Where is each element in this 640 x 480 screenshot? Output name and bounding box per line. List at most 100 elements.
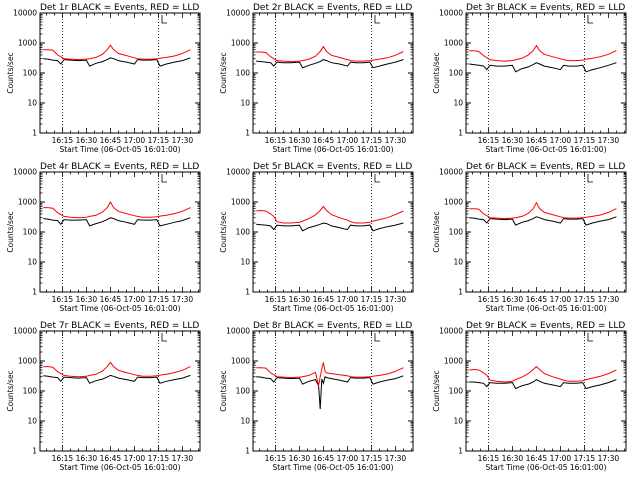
y-tick-label: 10000 — [226, 168, 250, 177]
y-tick-label: 100 — [449, 69, 464, 78]
series-line-lld — [256, 362, 404, 386]
y-tick-label: 1000 — [18, 39, 37, 48]
x-tick-label: 17:15 — [361, 295, 383, 304]
x-tick-label: 16:30 — [289, 136, 311, 145]
x-tick-label: 17:15 — [361, 454, 383, 463]
x-tick-label: 16:45 — [526, 454, 548, 463]
x-tick-label: 17:00 — [337, 136, 359, 145]
y-tick-label: 10 — [27, 99, 37, 108]
y-tick-label: 10000 — [13, 168, 37, 177]
series-line-lld — [43, 44, 191, 61]
x-tick-label: 16:45 — [526, 136, 548, 145]
x-tick-label: 16:30 — [76, 454, 98, 463]
x-tick-label: 17:00 — [124, 295, 146, 304]
y-tick-label: 100 — [23, 387, 38, 396]
y-tick-label: 100 — [449, 387, 464, 396]
y-tick-label: 10 — [240, 258, 250, 267]
y-tick-label: 100 — [23, 69, 38, 78]
y-tick-label: 10 — [240, 99, 250, 108]
y-axis-label: Counts/sec — [219, 52, 228, 93]
y-tick-label: 100 — [236, 69, 251, 78]
x-tick-label: 17:00 — [550, 295, 572, 304]
chart-title: Det 4r BLACK = Events, RED = LLD — [40, 162, 199, 172]
chart-title: Det 1r BLACK = Events, RED = LLD — [40, 3, 199, 13]
series-line-events — [469, 216, 617, 226]
series-line-events — [256, 375, 404, 410]
x-axis-label: Start Time (06-Oct-05 16:01:00) — [485, 145, 606, 154]
time-bracket-marker — [587, 333, 593, 342]
x-axis-label: Start Time (06-Oct-05 16:01:00) — [272, 304, 393, 313]
y-axis-label: Counts/sec — [6, 370, 15, 411]
series-line-events — [43, 57, 191, 67]
y-tick-label: 1000 — [231, 357, 250, 366]
y-tick-label: 100 — [449, 228, 464, 237]
x-tick-label: 16:15 — [265, 136, 287, 145]
chart-panel: Det 1r BLACK = Events, RED = LLD 1 10 100 10… — [6, 3, 201, 154]
chart-title: Det 7r BLACK = Events, RED = LLD — [40, 321, 199, 331]
x-tick-label: 16:45 — [313, 136, 335, 145]
x-tick-label: 17:00 — [124, 454, 146, 463]
y-tick-label: 10 — [27, 258, 37, 267]
x-tick-label: 16:15 — [52, 295, 74, 304]
chart-title: Det 8r BLACK = Events, RED = LLD — [253, 321, 412, 331]
x-tick-label: 16:45 — [313, 454, 335, 463]
x-tick-label: 17:30 — [172, 295, 194, 304]
y-axis-label: Counts/sec — [432, 370, 441, 411]
y-tick-label: 1 — [458, 447, 463, 456]
y-tick-label: 1 — [245, 129, 250, 138]
series-line-events — [43, 374, 191, 384]
y-tick-label: 1 — [245, 447, 250, 456]
y-tick-label: 10000 — [226, 9, 250, 18]
x-tick-label: 17:30 — [598, 454, 620, 463]
x-tick-label: 17:30 — [385, 136, 407, 145]
time-bracket-marker — [374, 333, 380, 342]
plot-frame — [39, 12, 201, 134]
x-tick-label: 16:45 — [313, 295, 335, 304]
x-tick-label: 17:15 — [148, 295, 170, 304]
plot-frame — [465, 12, 627, 134]
x-tick-label: 17:30 — [385, 295, 407, 304]
x-tick-label: 17:15 — [574, 136, 596, 145]
series-line-lld — [469, 365, 617, 383]
x-tick-label: 17:00 — [337, 454, 359, 463]
x-tick-label: 17:30 — [598, 136, 620, 145]
y-tick-label: 1000 — [444, 357, 463, 366]
y-tick-label: 1 — [32, 129, 37, 138]
x-tick-label: 16:30 — [502, 454, 524, 463]
y-tick-label: 10 — [27, 417, 37, 426]
y-tick-label: 100 — [236, 228, 251, 237]
x-axis-label: Start Time (06-Oct-05 16:01:00) — [272, 463, 393, 472]
y-axis-label: Counts/sec — [6, 211, 15, 252]
y-axis-label: Counts/sec — [219, 370, 228, 411]
x-tick-label: 16:15 — [52, 454, 74, 463]
y-tick-label: 1000 — [231, 198, 250, 207]
time-bracket-marker — [161, 333, 167, 342]
chart-title: Det 2r BLACK = Events, RED = LLD — [253, 3, 412, 13]
x-tick-label: 16:15 — [478, 454, 500, 463]
y-tick-label: 1 — [245, 288, 250, 297]
y-tick-label: 1 — [458, 129, 463, 138]
x-tick-label: 16:45 — [100, 454, 122, 463]
x-tick-label: 17:00 — [124, 136, 146, 145]
series-line-lld — [43, 361, 191, 378]
x-tick-label: 17:30 — [385, 454, 407, 463]
series-line-events — [256, 59, 404, 69]
x-tick-label: 17:00 — [550, 136, 572, 145]
x-tick-label: 16:45 — [100, 136, 122, 145]
chart-title: Det 6r BLACK = Events, RED = LLD — [466, 162, 625, 172]
chart-title: Det 3r BLACK = Events, RED = LLD — [466, 3, 625, 13]
y-tick-label: 10000 — [226, 327, 250, 336]
chart-panel: Det 2r BLACK = Events, RED = LLD 1 10 100 10… — [219, 3, 414, 154]
x-tick-label: 16:15 — [52, 136, 74, 145]
chart-title: Det 5r BLACK = Events, RED = LLD — [253, 162, 412, 172]
series-line-lld — [256, 205, 404, 224]
x-tick-label: 16:30 — [502, 295, 524, 304]
chart-panel: Det 3r BLACK = Events, RED = LLD 1 10 100 10… — [432, 3, 627, 154]
plot-frame — [39, 330, 201, 452]
x-axis-label: Start Time (06-Oct-05 16:01:00) — [59, 463, 180, 472]
x-tick-label: 16:30 — [502, 136, 524, 145]
x-tick-label: 16:45 — [526, 295, 548, 304]
y-tick-label: 10 — [453, 99, 463, 108]
y-tick-label: 10000 — [13, 327, 37, 336]
series-line-events — [469, 62, 617, 73]
